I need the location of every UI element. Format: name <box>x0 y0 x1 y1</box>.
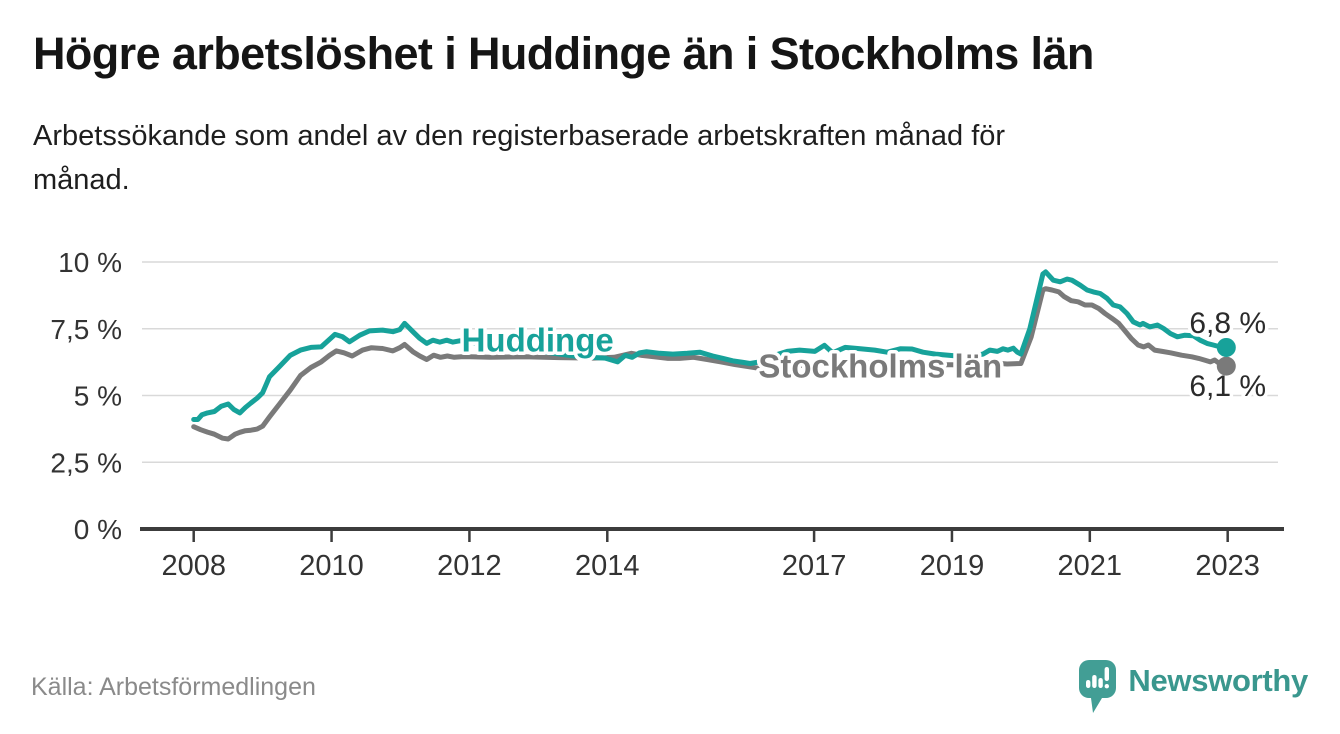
x-axis-tick-label: 2023 <box>1195 550 1260 582</box>
newsworthy-logo-icon <box>1079 660 1117 720</box>
chart-subtitle: Arbetssökande som andel av den registerb… <box>33 114 1313 202</box>
chart-title: Högre arbetslöshet i Huddinge än i Stock… <box>33 28 1094 79</box>
logo-bar-3 <box>1098 678 1104 688</box>
series-line-huddinge <box>191 269 1229 422</box>
logo-exclamation-dot <box>1104 684 1110 689</box>
x-axis-tick-label: 2010 <box>299 550 364 582</box>
x-axis-tick-label: 2012 <box>437 550 502 582</box>
series-end-dot-stockholms-l-n <box>1216 356 1236 376</box>
series-end-dot-huddinge <box>1216 337 1236 357</box>
y-axis-tick-label: 0 % <box>74 514 122 545</box>
x-axis-tick-label: 2008 <box>161 550 226 582</box>
logo-exclamation-bar <box>1104 667 1110 681</box>
y-axis-tick-label: 2,5 % <box>50 447 122 478</box>
source-note: Källa: Arbetsförmedlingen <box>31 673 316 701</box>
series-line-stockholms-l-n <box>191 286 1229 442</box>
x-axis-tick-label: 2021 <box>1058 550 1123 582</box>
chart-annotation: Stockholms län <box>758 348 1002 385</box>
y-axis-tick-label: 7,5 % <box>50 314 122 345</box>
newsworthy-logo: Newsworthy <box>1079 660 1308 720</box>
logo-bar-2 <box>1092 675 1097 688</box>
logo-bar-1 <box>1086 680 1091 688</box>
y-axis-tick-label: 5 % <box>74 381 122 412</box>
x-axis-tick-label: 2014 <box>575 550 640 582</box>
subtitle-line-2: månad. <box>33 164 130 196</box>
subtitle-line-1: Arbetssökande som andel av den registerb… <box>33 120 1006 152</box>
chart-annotation: 6,8 % <box>1189 307 1266 340</box>
x-axis-tick-label: 2019 <box>920 550 985 582</box>
newsworthy-logo-text: Newsworthy <box>1128 663 1308 698</box>
y-axis-tick-label: 10 % <box>58 247 122 278</box>
chart-annotation: Huddinge <box>462 322 614 359</box>
x-axis-tick-label: 2017 <box>782 550 847 582</box>
logo-bubble-shape <box>1079 660 1117 713</box>
